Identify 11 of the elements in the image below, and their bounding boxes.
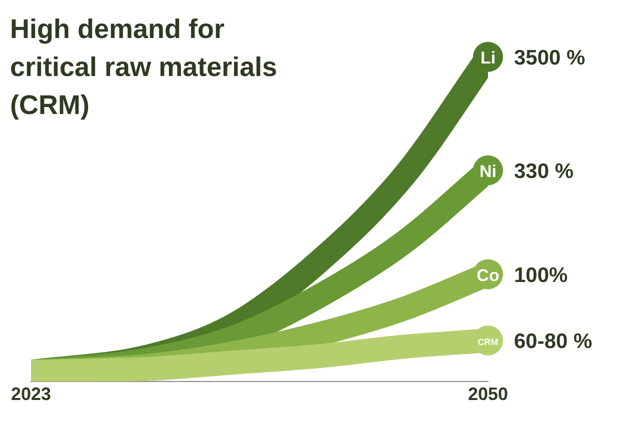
series-label: Co [476,266,500,285]
text: 330 % [514,160,574,184]
text: 100% [514,264,568,288]
series-label: Ni [480,162,496,182]
text: 60-80 % [514,330,593,354]
x-tick-label: 2023 [11,384,52,404]
series-label: CRM [478,336,498,347]
series-label: Li [480,48,496,68]
x-tick-label: 2050 [468,384,508,404]
text: 3500 % [514,46,586,70]
chart-title: High demand for critical raw materials (CRM) [10,13,278,122]
